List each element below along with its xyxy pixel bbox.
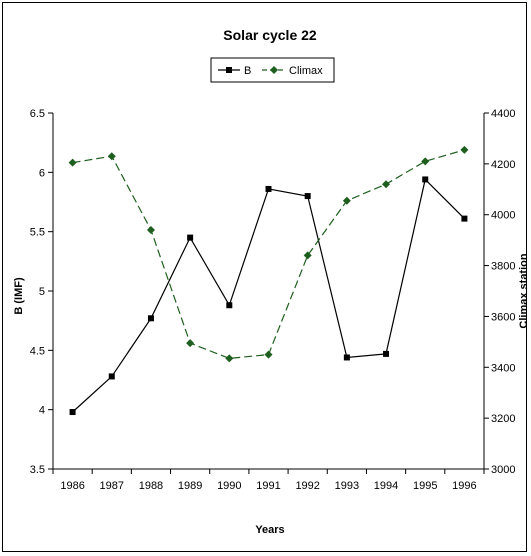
data-point-b bbox=[187, 234, 194, 241]
x-tick-label: 1987 bbox=[100, 480, 124, 492]
y-right-tick-label: 3200 bbox=[491, 413, 515, 425]
y-axis-left-label: B (IMF) bbox=[13, 277, 25, 315]
data-point-b bbox=[226, 302, 233, 309]
chart-title: Solar cycle 22 bbox=[223, 27, 317, 43]
y-left-tick-label: 3.5 bbox=[30, 464, 45, 476]
y-right-tick-label: 3000 bbox=[491, 464, 515, 476]
series-line-climax bbox=[72, 149, 465, 360]
data-point-climax bbox=[382, 180, 391, 189]
x-axis-label: Years bbox=[255, 524, 284, 536]
data-point-climax bbox=[460, 145, 469, 154]
x-tick-label: 1994 bbox=[374, 480, 398, 492]
legend-label-climax: Climax bbox=[289, 65, 323, 77]
x-tick-label: 1996 bbox=[452, 480, 476, 492]
y-right-tick-label: 3400 bbox=[491, 362, 515, 374]
legend-marker-climax bbox=[270, 66, 278, 74]
y-left-tick-label: 4.5 bbox=[30, 345, 45, 357]
y-right-tick-label: 4400 bbox=[491, 108, 515, 120]
y-left-tick-label: 5.5 bbox=[30, 227, 45, 239]
data-point-climax bbox=[225, 354, 234, 363]
data-point-b bbox=[343, 354, 350, 361]
data-point-b bbox=[383, 350, 390, 357]
y-axis-right-label: Climax station bbox=[518, 253, 530, 328]
x-tick-label: 1993 bbox=[335, 480, 359, 492]
x-tick-label: 1989 bbox=[178, 480, 202, 492]
legend-marker-b bbox=[226, 67, 232, 73]
data-point-b bbox=[108, 373, 115, 380]
data-point-climax bbox=[264, 350, 273, 359]
data-point-climax bbox=[146, 225, 155, 234]
data-point-b bbox=[461, 215, 468, 222]
y-left-tick-label: 6 bbox=[39, 167, 45, 179]
ticks: 3.5 4 4.5 5 5.5 6 6.5 3000 3200 3400 3600 3800 4000 4… bbox=[30, 108, 516, 492]
data-point-climax bbox=[342, 196, 351, 205]
legend: B Climax bbox=[210, 57, 335, 83]
data-point-b bbox=[304, 193, 311, 200]
data-point-b bbox=[69, 409, 76, 416]
y-left-tick-label: 4 bbox=[39, 405, 45, 417]
data-point-climax bbox=[107, 152, 116, 161]
y-left-tick-label: 5 bbox=[39, 286, 45, 298]
x-tick-label: 1991 bbox=[256, 480, 280, 492]
chart-frame bbox=[2, 2, 527, 552]
y-right-tick-label: 3800 bbox=[491, 261, 515, 273]
y-left-tick-label: 6.5 bbox=[30, 108, 45, 120]
series-layer bbox=[68, 145, 469, 416]
data-point-climax bbox=[186, 339, 195, 348]
data-point-b bbox=[265, 185, 272, 192]
y-right-tick-label: 3600 bbox=[491, 311, 515, 323]
x-tick-label: 1988 bbox=[139, 480, 163, 492]
y-right-tick-label: 4000 bbox=[491, 210, 515, 222]
data-point-b bbox=[147, 315, 154, 322]
data-point-climax bbox=[421, 157, 430, 166]
x-tick-label: 1990 bbox=[217, 480, 241, 492]
x-tick-label: 1992 bbox=[295, 480, 319, 492]
y-right-tick-label: 4200 bbox=[491, 159, 515, 171]
series-line-b bbox=[72, 178, 465, 413]
x-tick-label: 1995 bbox=[413, 480, 437, 492]
data-point-b bbox=[422, 176, 429, 183]
legend-label-b: B bbox=[244, 65, 251, 77]
data-point-climax bbox=[68, 158, 77, 167]
data-point-climax bbox=[303, 251, 312, 260]
x-tick-label: 1986 bbox=[60, 480, 84, 492]
